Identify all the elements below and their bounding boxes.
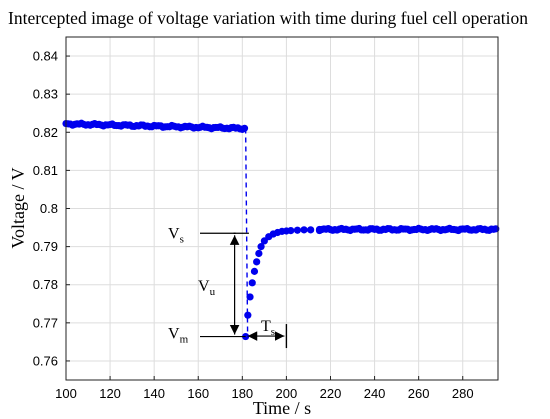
y-axis-ticks: 0.76 0.77 0.78 0.79 0.8 0.81 0.82 0.83 0.84 xyxy=(33,49,70,368)
y-tick-label: 0.77 xyxy=(33,315,58,330)
x-tick-label: 200 xyxy=(276,386,298,401)
y-tick-label: 0.76 xyxy=(33,353,58,368)
x-tick-label: 140 xyxy=(143,386,165,401)
y-tick-label: 0.78 xyxy=(33,277,58,292)
x-tick-label: 240 xyxy=(364,386,386,401)
data-point xyxy=(257,243,265,251)
annotations: Vs Vm Vu Ts xyxy=(168,225,288,349)
x-tick-label: 120 xyxy=(99,386,121,401)
data-point xyxy=(240,124,249,132)
y-tick-label: 0.81 xyxy=(33,163,58,178)
ts-label: Ts xyxy=(261,318,275,338)
data-point xyxy=(293,226,302,234)
data-point xyxy=(248,279,256,287)
x-axis-ticks: 100 120 140 160 180 200 220 240 260 280 xyxy=(55,376,474,401)
y-tick-label: 0.82 xyxy=(33,125,58,140)
x-tick-label: 180 xyxy=(231,386,253,401)
data-point xyxy=(244,311,252,319)
x-tick-label: 220 xyxy=(320,386,342,401)
y-grid-lines xyxy=(66,55,498,362)
y-axis-label: Voltage / V xyxy=(8,167,28,248)
data-series xyxy=(62,119,500,341)
x-tick-label: 100 xyxy=(55,386,77,401)
data-point xyxy=(307,226,315,234)
y-tick-label: 0.84 xyxy=(33,49,58,64)
drop-dashed-line xyxy=(244,128,249,337)
data-point xyxy=(250,267,259,275)
data-point xyxy=(253,258,261,266)
y-tick-label: 0.8 xyxy=(40,201,58,216)
data-point xyxy=(246,293,254,301)
x-tick-label: 280 xyxy=(452,386,474,401)
data-point xyxy=(287,227,295,235)
data-point xyxy=(255,249,263,258)
vu-label: Vu xyxy=(198,278,216,298)
chart-title: Intercepted image of voltage variation w… xyxy=(8,8,528,28)
data-point xyxy=(300,226,308,234)
y-tick-label: 0.83 xyxy=(33,87,58,102)
x-tick-label: 160 xyxy=(187,386,209,401)
vm-label: Vm xyxy=(168,326,189,346)
y-tick-label: 0.79 xyxy=(33,239,58,254)
x-tick-label: 260 xyxy=(408,386,430,401)
x-axis-label: Time / s xyxy=(253,398,311,418)
vs-label: Vs xyxy=(168,225,184,245)
